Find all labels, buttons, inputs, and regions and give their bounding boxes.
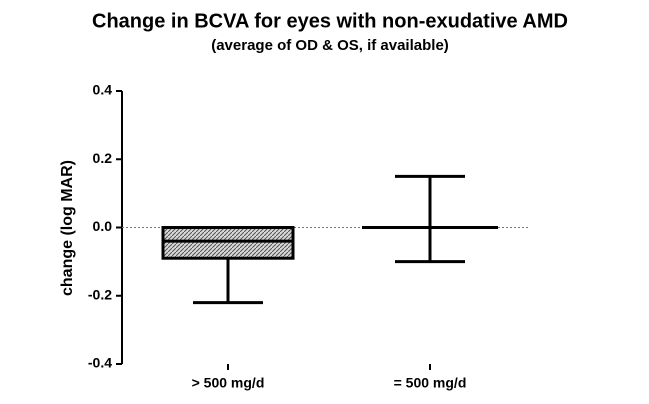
- y-axis-label: change (log MAR): [59, 160, 76, 296]
- chart-subtitle: (average of OD & OS, if available): [211, 37, 449, 54]
- y-tick-label: -0.2: [88, 286, 112, 302]
- y-tick-label: 0.2: [93, 150, 113, 166]
- y-tick-label: -0.4: [88, 355, 112, 371]
- y-tick-label: 0.0: [93, 218, 113, 234]
- y-tick-label: 0.4: [93, 82, 113, 98]
- bar: [161, 226, 295, 260]
- chart-title: Change in BCVA for eyes with non-exudati…: [92, 10, 568, 32]
- x-tick-label: > 500 mg/d: [192, 375, 265, 391]
- x-tick-label: = 500 mg/d: [394, 375, 467, 391]
